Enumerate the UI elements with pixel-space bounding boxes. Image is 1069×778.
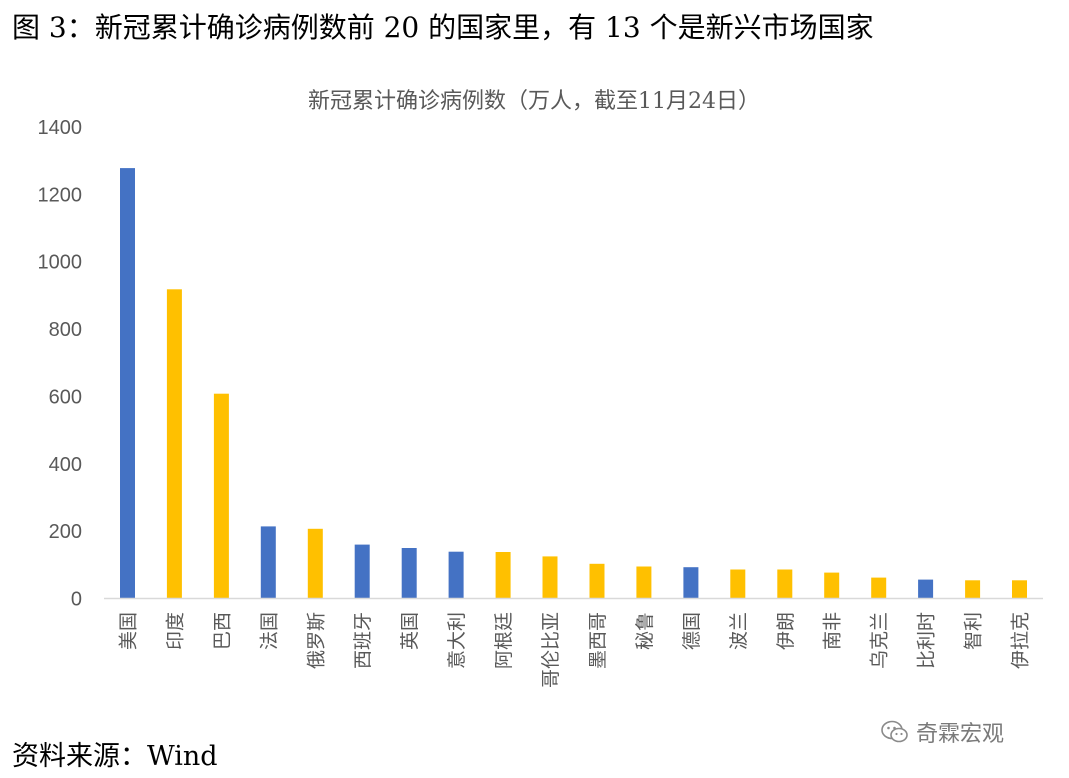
bar	[1012, 580, 1027, 599]
bar	[918, 579, 934, 599]
bar	[777, 569, 793, 599]
y-tick-label: 1000	[38, 252, 83, 274]
bar	[730, 569, 746, 599]
x-tick-label: 秘鲁	[634, 612, 656, 650]
watermark-label: 奇霖宏观	[916, 722, 1005, 747]
bar	[401, 548, 417, 599]
bar	[824, 572, 840, 599]
bars	[120, 168, 1027, 599]
bar	[307, 528, 323, 599]
source-note: 资料来源：Wind	[12, 741, 218, 772]
y-axis-ticks: 0 200 400 600 800 1000 1200 1400	[38, 117, 83, 611]
x-tick-label: 印度	[164, 612, 186, 650]
bar	[495, 552, 511, 599]
x-tick-label: 英国	[399, 612, 421, 650]
bar	[166, 289, 182, 599]
y-tick-label: 1400	[38, 117, 83, 139]
bar	[260, 526, 276, 599]
x-tick-label: 法国	[258, 612, 280, 650]
y-tick-label: 600	[49, 386, 82, 408]
y-tick-label: 0	[71, 589, 82, 611]
bar	[542, 556, 558, 599]
x-tick-label: 俄罗斯	[305, 612, 327, 669]
x-tick-label: 波兰	[728, 612, 750, 650]
x-tick-label: 乌克兰	[869, 612, 891, 669]
x-tick-label: 德国	[681, 612, 703, 650]
wechat-icon	[881, 720, 908, 743]
bar	[213, 393, 229, 599]
bar	[589, 563, 605, 599]
x-axis-labels: 美国 印度 巴西 法国 俄罗斯 西班牙 英国 意大利 阿根廷 哥伦比亚 墨西哥 秘鲁 德国 波兰 伊朗 南非乌…	[118, 612, 1032, 688]
bar	[448, 551, 464, 599]
x-tick-label: 意大利	[446, 612, 468, 669]
x-tick-label: 智利	[963, 612, 985, 650]
y-tick-label: 800	[49, 319, 82, 341]
figure-title: 图 3：新冠累计确诊病例数前 20 的国家里，有 13 个是新兴市场国家	[12, 11, 874, 44]
x-tick-label: 阿根廷	[493, 612, 515, 669]
bar	[354, 544, 370, 599]
chart-title: 新冠累计确诊病例数（万人，截至11月24日）	[308, 89, 760, 114]
x-tick-label: 比利时	[916, 612, 938, 669]
x-tick-label: 西班牙	[352, 612, 374, 669]
x-tick-label: 伊拉克	[1010, 612, 1032, 669]
bar	[965, 580, 981, 599]
bar	[683, 567, 699, 599]
x-tick-label: 美国	[118, 612, 140, 650]
y-tick-label: 200	[49, 521, 82, 543]
x-tick-label: 墨西哥	[587, 612, 609, 669]
x-tick-label: 南非	[822, 612, 844, 650]
bar	[871, 577, 887, 599]
bar	[120, 168, 135, 599]
x-tick-label: 伊朗	[775, 612, 797, 650]
watermark: 奇霖宏观	[880, 716, 1004, 748]
x-tick-label: 巴西	[211, 612, 233, 650]
y-tick-label: 400	[49, 454, 82, 476]
y-tick-label: 1200	[38, 184, 83, 206]
bar	[636, 566, 652, 599]
x-tick-label: 哥伦比亚	[540, 612, 562, 688]
